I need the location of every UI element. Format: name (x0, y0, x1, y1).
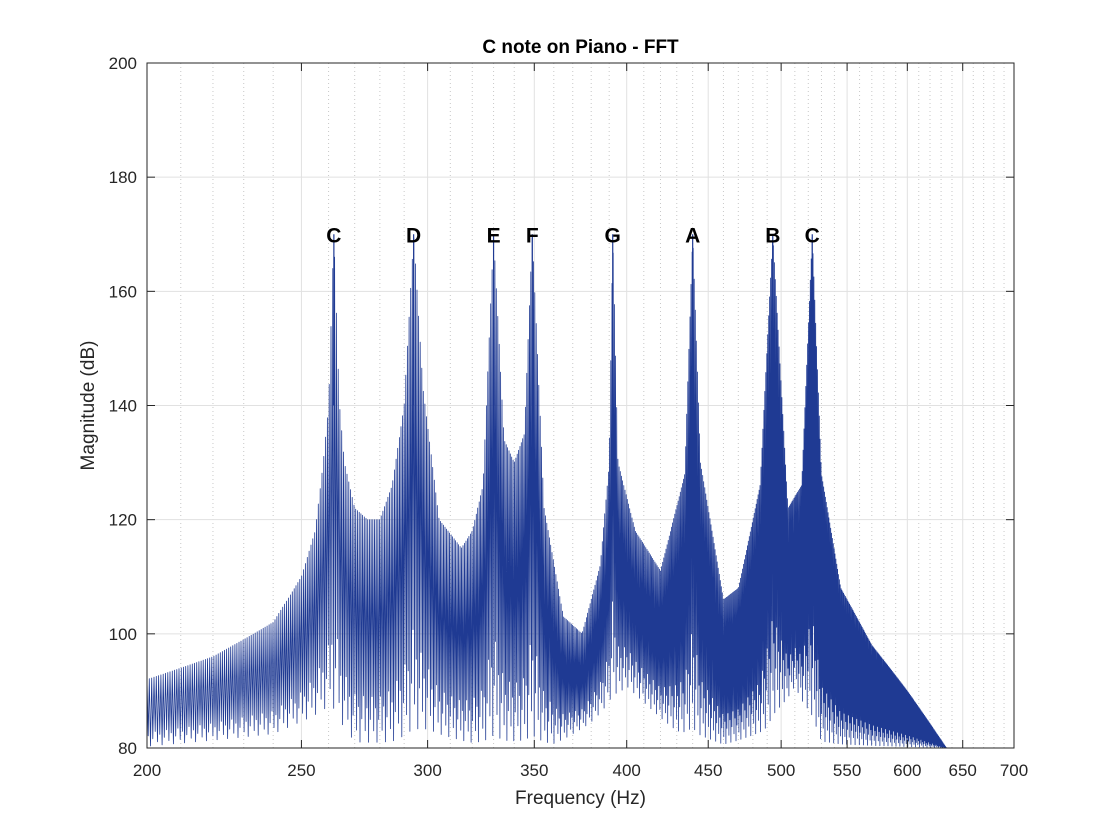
y-tick-label: 180 (109, 168, 137, 187)
y-tick-label: 200 (109, 54, 137, 73)
x-axis-label: Frequency (Hz) (515, 788, 646, 809)
note-label: C (326, 224, 341, 247)
x-tick-label: 450 (694, 761, 722, 780)
x-tick-label: 400 (613, 761, 641, 780)
note-label: C (805, 224, 820, 247)
note-label: G (605, 224, 621, 247)
ticks: 200 250 300 350 400 450 500 550 600 650 700 80 100 12… (109, 54, 1029, 780)
x-tick-label: 600 (893, 761, 921, 780)
y-tick-label: 160 (109, 282, 137, 301)
x-tick-label: 500 (767, 761, 795, 780)
note-label: A (685, 224, 700, 247)
x-tick-label: 650 (949, 761, 977, 780)
x-tick-label: 250 (287, 761, 315, 780)
spectrum-line (146, 235, 952, 749)
note-label: B (765, 224, 780, 247)
x-tick-label: 300 (413, 761, 441, 780)
x-tick-label: 550 (833, 761, 861, 780)
y-tick-label: 100 (109, 625, 137, 644)
y-tick-label: 120 (109, 511, 137, 530)
y-tick-label: 140 (109, 397, 137, 416)
y-axis-label: Magnitude (dB) (78, 341, 99, 471)
spectrum-layer (146, 234, 952, 749)
note-label: F (526, 224, 539, 247)
x-tick-label: 700 (1000, 761, 1028, 780)
note-label: E (487, 224, 501, 247)
y-tick-label: 80 (118, 739, 137, 758)
x-tick-label: 200 (133, 761, 161, 780)
note-label: D (406, 224, 421, 247)
x-tick-label: 350 (520, 761, 548, 780)
chart-title: C note on Piano - FFT (482, 37, 679, 58)
